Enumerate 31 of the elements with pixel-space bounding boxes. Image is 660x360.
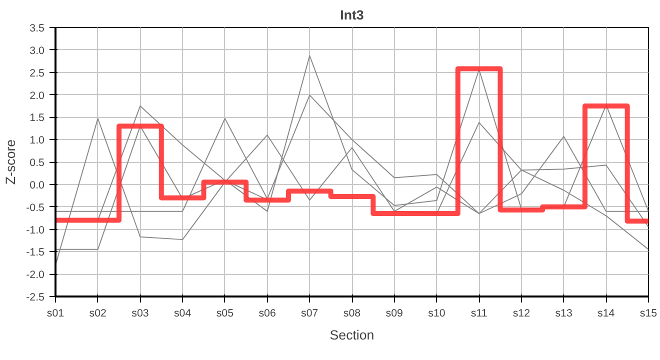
x-tick-label: s05 <box>216 308 234 320</box>
y-tick-label: 3.5 <box>30 22 45 34</box>
y-tick-label: -2.5 <box>26 292 45 304</box>
chart-title: Int3 <box>340 8 364 22</box>
x-tick-label: s14 <box>598 308 615 320</box>
x-tick-label: s11 <box>470 308 488 320</box>
x-tick-label: s01 <box>46 308 64 320</box>
x-tick-label: s03 <box>132 308 149 320</box>
x-tick-label: s13 <box>555 308 572 320</box>
x-tick-label: s15 <box>640 308 658 320</box>
x-tick-label: s09 <box>386 308 404 320</box>
y-tick-label: 2.0 <box>30 90 45 102</box>
x-axis-title: Section <box>330 328 374 342</box>
y-tick-label: 1.5 <box>30 112 45 124</box>
x-tick-label: s10 <box>428 308 446 320</box>
y-tick-label: 3.0 <box>30 44 45 57</box>
y-tick-label: 1.0 <box>30 134 45 147</box>
x-tick-label: s12 <box>512 308 530 320</box>
y-tick-label: 0.5 <box>30 157 45 169</box>
x-tick-label: s06 <box>258 308 276 320</box>
x-tick-label: s04 <box>174 308 192 320</box>
y-axis-title: Z-score <box>3 139 18 185</box>
y-tick-label: -1.5 <box>26 246 45 259</box>
y-tick-label: 0.0 <box>30 179 45 192</box>
y-tick-label: -1.0 <box>26 224 45 236</box>
x-tick-label: s02 <box>89 308 107 320</box>
x-tick-label: s08 <box>343 308 361 320</box>
y-tick-label: 2.5 <box>30 67 45 80</box>
y-tick-label: -2.0 <box>26 269 45 282</box>
y-tick-label: -0.5 <box>26 202 45 214</box>
x-tick-label: s07 <box>301 308 318 320</box>
